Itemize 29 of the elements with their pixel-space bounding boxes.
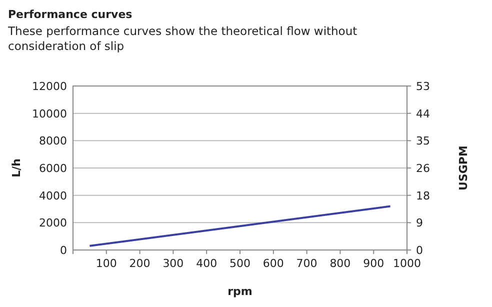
y2-tick-label: 53 <box>416 80 430 93</box>
x-tick-label: 700 <box>296 257 318 270</box>
x-tick-label: 200 <box>129 257 150 270</box>
y-axis-title: L/h <box>10 158 23 178</box>
y2-tick-label: 18 <box>416 189 430 202</box>
chart-subtitle: These performance curves show the theoretical flow without consideration of slip <box>8 24 358 54</box>
y-tick-label: 10000 <box>32 107 67 120</box>
x-tick-label: 800 <box>330 257 351 270</box>
y2-tick-label: 26 <box>416 162 430 175</box>
y2-tick-label: 35 <box>416 134 430 148</box>
x-tick-label: 100 <box>96 257 117 270</box>
x-tick-label: 500 <box>230 257 250 270</box>
y2-tick-label: 0 <box>416 244 423 257</box>
chart-title: Performance curves <box>8 8 133 21</box>
x-tick-label: 1000 <box>393 257 421 270</box>
x-axis-title: rpm <box>228 285 252 298</box>
y-tick-label: 0 <box>60 244 67 257</box>
x-tick-label: 900 <box>363 257 384 270</box>
x-tick-label: 400 <box>196 257 218 270</box>
y-tick-label: 2000 <box>39 216 67 230</box>
x-tick-label: 300 <box>162 257 184 270</box>
y-tick-label: 4000 <box>39 189 67 202</box>
x-tick-label: 600 <box>262 257 284 270</box>
y-tick-label: 8000 <box>39 134 67 148</box>
y2-tick-label: 44 <box>416 107 430 120</box>
y2-axis-title: USGPM <box>457 146 470 190</box>
y2-tick-label: 9 <box>416 216 423 230</box>
y-tick-label: 6000 <box>39 162 67 175</box>
y-tick-label: 12000 <box>32 80 67 93</box>
